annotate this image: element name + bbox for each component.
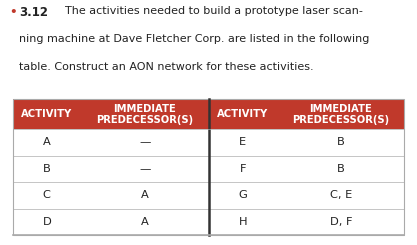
Text: ACTIVITY: ACTIVITY xyxy=(217,109,269,119)
Text: 3.12: 3.12 xyxy=(19,6,48,19)
Text: table. Construct an AON network for these activities.: table. Construct an AON network for thes… xyxy=(19,62,314,73)
FancyBboxPatch shape xyxy=(13,156,404,182)
FancyBboxPatch shape xyxy=(13,99,404,129)
Text: B: B xyxy=(337,137,345,147)
Text: ning machine at Dave Fletcher Corp. are listed in the following: ning machine at Dave Fletcher Corp. are … xyxy=(19,34,369,44)
Text: H: H xyxy=(239,217,247,227)
Text: D: D xyxy=(43,217,51,227)
Text: ACTIVITY: ACTIVITY xyxy=(21,109,73,119)
FancyBboxPatch shape xyxy=(13,129,404,156)
Text: A: A xyxy=(141,217,149,227)
FancyBboxPatch shape xyxy=(13,182,404,209)
Text: —: — xyxy=(139,137,151,147)
FancyBboxPatch shape xyxy=(13,209,404,235)
Text: A: A xyxy=(43,137,51,147)
Text: B: B xyxy=(43,164,51,174)
Text: G: G xyxy=(239,190,247,200)
Text: E: E xyxy=(239,137,246,147)
Text: B: B xyxy=(337,164,345,174)
Text: D, F: D, F xyxy=(329,217,352,227)
Text: C: C xyxy=(43,190,51,200)
Text: The activities needed to build a prototype laser scan-: The activities needed to build a prototy… xyxy=(65,6,362,16)
Text: •: • xyxy=(9,6,17,19)
Text: IMMEDIATE
PREDECESSOR(S): IMMEDIATE PREDECESSOR(S) xyxy=(292,104,389,125)
Text: —: — xyxy=(139,164,151,174)
Text: A: A xyxy=(141,190,149,200)
Text: IMMEDIATE
PREDECESSOR(S): IMMEDIATE PREDECESSOR(S) xyxy=(96,104,193,125)
Text: C, E: C, E xyxy=(330,190,352,200)
Text: F: F xyxy=(239,164,246,174)
